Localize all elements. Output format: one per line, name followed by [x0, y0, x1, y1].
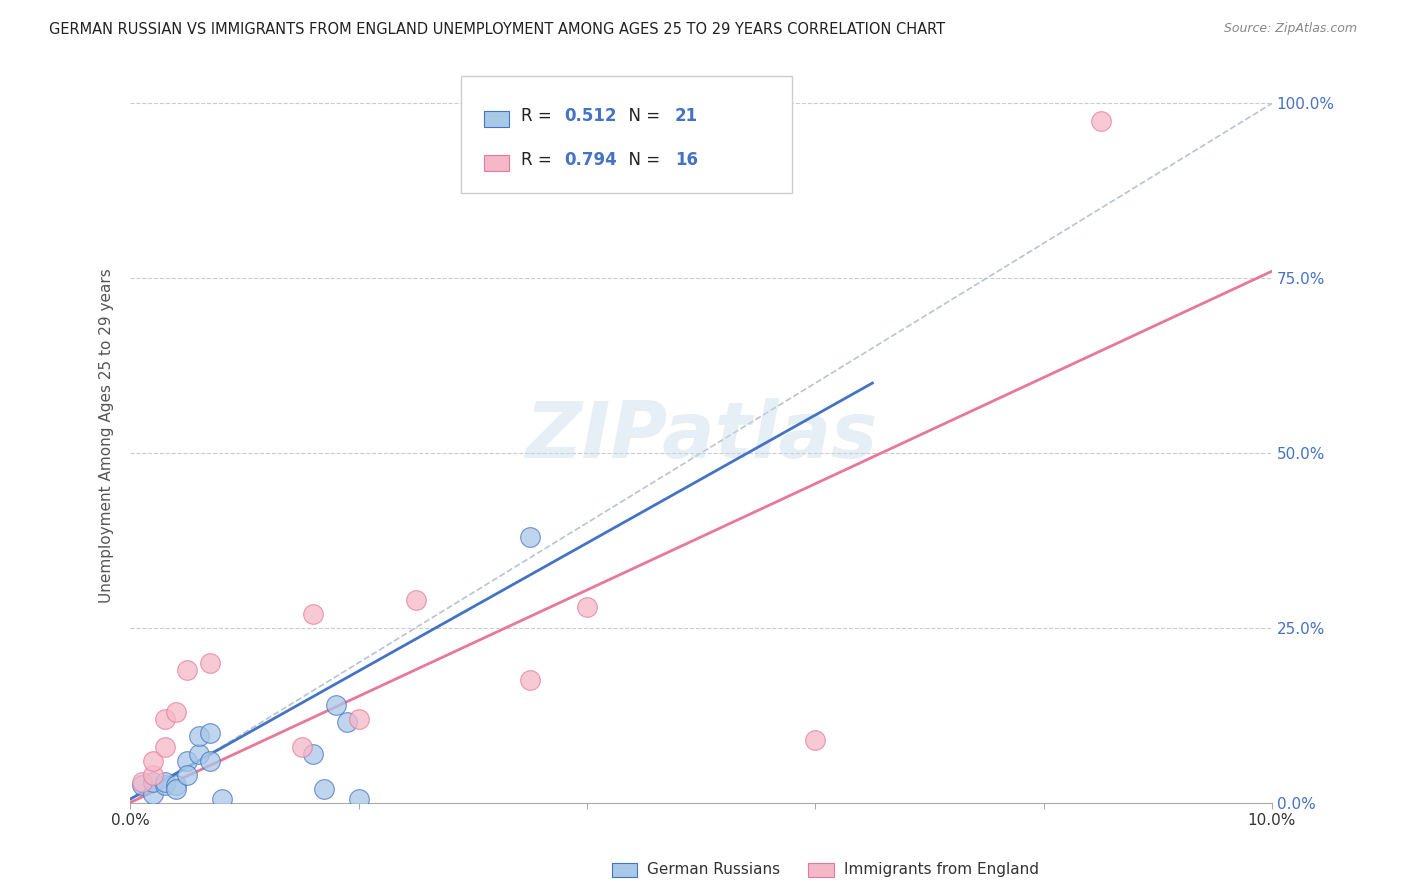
Point — [347, 792, 370, 806]
Point — [302, 747, 325, 761]
Point — [325, 698, 347, 712]
Text: ZIPatlas: ZIPatlas — [524, 398, 877, 474]
Y-axis label: Unemployment Among Ages 25 to 29 years: Unemployment Among Ages 25 to 29 years — [100, 268, 114, 603]
Point — [131, 774, 153, 789]
Point — [153, 739, 176, 754]
Text: Source: ZipAtlas.com: Source: ZipAtlas.com — [1223, 22, 1357, 36]
Text: 21: 21 — [675, 107, 697, 125]
FancyBboxPatch shape — [484, 155, 509, 171]
Text: 16: 16 — [675, 152, 697, 169]
Point — [176, 767, 198, 781]
Text: German Russians: German Russians — [647, 863, 780, 877]
FancyBboxPatch shape — [484, 112, 509, 128]
Point — [165, 781, 187, 796]
Point — [336, 715, 359, 730]
Text: Immigrants from England: Immigrants from England — [844, 863, 1039, 877]
Point — [176, 754, 198, 768]
Point — [131, 778, 153, 792]
Point — [290, 739, 312, 754]
Point — [153, 712, 176, 726]
Point — [519, 530, 541, 544]
Text: 0.794: 0.794 — [564, 152, 617, 169]
Text: N =: N = — [617, 107, 665, 125]
Point — [575, 599, 598, 614]
Point — [1090, 114, 1112, 128]
Point — [187, 729, 209, 743]
Point — [211, 792, 233, 806]
Point — [176, 663, 198, 677]
Point — [302, 607, 325, 621]
FancyBboxPatch shape — [461, 76, 793, 194]
Point — [165, 778, 187, 792]
Point — [804, 732, 827, 747]
Point — [200, 725, 222, 739]
Point — [142, 787, 165, 801]
Point — [142, 754, 165, 768]
Point — [519, 673, 541, 688]
Point — [200, 656, 222, 670]
Point — [187, 747, 209, 761]
Point — [200, 754, 222, 768]
Text: GERMAN RUSSIAN VS IMMIGRANTS FROM ENGLAND UNEMPLOYMENT AMONG AGES 25 TO 29 YEARS: GERMAN RUSSIAN VS IMMIGRANTS FROM ENGLAN… — [49, 22, 945, 37]
Point — [165, 705, 187, 719]
Point — [142, 767, 165, 781]
Point — [153, 774, 176, 789]
Text: N =: N = — [617, 152, 665, 169]
Point — [347, 712, 370, 726]
Point — [314, 781, 336, 796]
Point — [621, 124, 644, 138]
Text: 0.512: 0.512 — [564, 107, 617, 125]
Point — [405, 592, 427, 607]
Point — [153, 778, 176, 792]
Point — [142, 774, 165, 789]
Text: R =: R = — [520, 107, 557, 125]
Text: R =: R = — [520, 152, 557, 169]
